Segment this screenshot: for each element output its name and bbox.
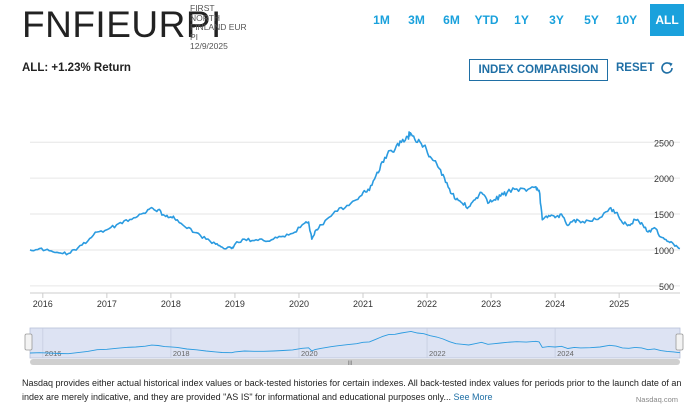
range-all-button[interactable]: ALL <box>650 4 684 36</box>
range-3m-button[interactable]: 3M <box>408 13 425 27</box>
range-1y-button[interactable]: 1Y <box>514 13 529 27</box>
ticker-symbol: FNFIEURPI <box>22 4 222 45</box>
x-axis-labels: 2016 2017 2018 2019 2020 2021 2022 2023 2024 2025 <box>33 293 629 309</box>
index-info-line: FIRST <box>190 3 215 13</box>
navigator-background[interactable] <box>29 327 681 359</box>
range-1m-button[interactable]: 1M <box>373 13 390 27</box>
x-tick-label: 2020 <box>289 299 309 309</box>
index-comparison-button[interactable]: INDEX COMPARISION <box>469 59 608 81</box>
navigator-right-handle[interactable] <box>675 333 684 351</box>
chart-credit: Nasdaq.com <box>635 395 678 404</box>
y-tick-label: 2500 <box>654 138 674 148</box>
range-6m-button[interactable]: 6M <box>443 13 460 27</box>
navigator-tick-label: 2022 <box>429 349 446 358</box>
navigator-tick-label: 2024 <box>557 349 574 358</box>
see-more-link[interactable]: See More <box>453 391 493 402</box>
navigator-tick-label: 2020 <box>301 349 318 358</box>
y-tick-label: 2000 <box>654 174 674 184</box>
navigator-scrollbar[interactable] <box>30 359 680 365</box>
chart-gridlines <box>30 141 680 287</box>
range-5y-button[interactable]: 5Y <box>584 13 599 27</box>
range-ytd-button[interactable]: YTD <box>474 13 499 27</box>
x-tick-label: 2021 <box>353 299 373 309</box>
range-selector: 1M 3M 6M YTD 1Y 3Y 5Y 10Y ALL <box>364 4 684 36</box>
y-tick-label: 1500 <box>654 210 674 220</box>
x-tick-label: 2018 <box>161 299 181 309</box>
disclaimer-text: Nasdaq provides either actual historical… <box>22 377 682 404</box>
navigator-left-handle[interactable] <box>24 333 33 351</box>
x-tick-label: 2024 <box>545 299 565 309</box>
index-chart[interactable]: 500 1000 1500 2000 2500 2016 2017 2018 2019 2020… <box>0 100 690 365</box>
reset-button[interactable]: RESET <box>616 62 655 74</box>
range-10y-button[interactable]: 10Y <box>615 13 638 27</box>
index-info-line: FINLAND EUR <box>190 22 247 33</box>
x-tick-label: 2017 <box>97 299 117 309</box>
x-tick-label: 2022 <box>417 299 437 309</box>
disclaimer-body: Nasdaq provides either actual historical… <box>22 378 682 402</box>
x-tick-label: 2019 <box>225 299 245 309</box>
index-series-line <box>29 131 681 256</box>
navigator-series-line <box>29 330 681 355</box>
y-axis-labels: 500 1000 1500 2000 2500 <box>654 138 674 292</box>
navigator-tick-label: 2018 <box>173 349 190 358</box>
return-summary: ALL: +1.23% Return <box>22 62 131 74</box>
index-date: 12/9/2025 <box>190 41 228 52</box>
index-info-line: NORTH <box>190 12 221 23</box>
index-info: FIRST NORTH FINLAND EUR PI 12/9/2025 <box>190 3 247 52</box>
y-tick-label: 1000 <box>654 246 674 256</box>
y-tick-label: 500 <box>659 282 674 292</box>
range-3y-button[interactable]: 3Y <box>549 13 564 27</box>
refresh-icon[interactable] <box>659 60 675 76</box>
x-tick-label: 2025 <box>609 299 629 309</box>
index-info-line: PI <box>190 31 199 42</box>
scrollbar-grip[interactable]: ||| <box>348 361 353 365</box>
x-tick-label: 2016 <box>33 299 53 309</box>
x-tick-label: 2023 <box>481 299 501 309</box>
